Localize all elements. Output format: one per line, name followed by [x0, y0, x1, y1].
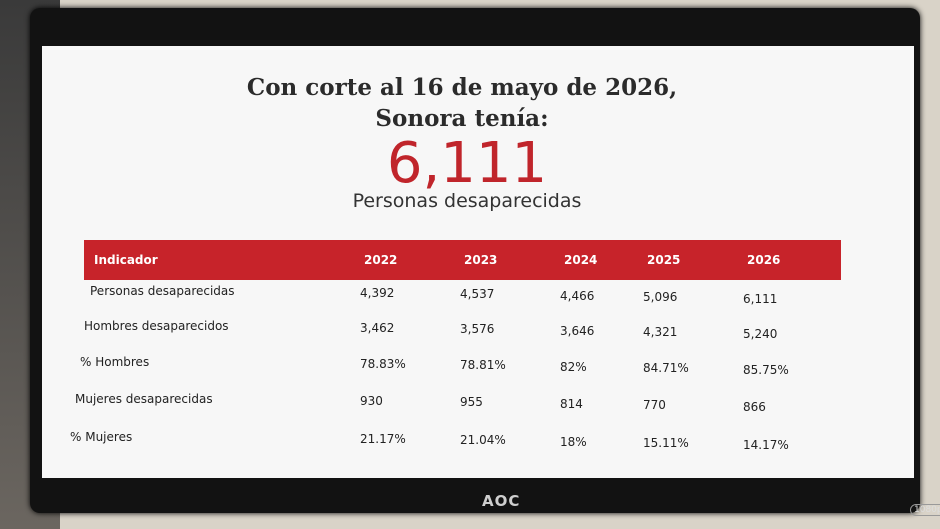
table-cell: 930 — [360, 393, 383, 408]
table-cell: 955 — [460, 395, 483, 409]
table-cell: 3,576 — [460, 322, 495, 336]
column-header: 2023 — [464, 253, 498, 267]
table-cell: 4,537 — [460, 287, 495, 301]
table-cell: 4,392 — [360, 285, 395, 300]
monitor-brand: AOC — [482, 492, 521, 510]
table-cell: 21.17% — [360, 431, 406, 446]
row-label: % Hombres — [80, 355, 150, 369]
slide: Con corte al 16 de mayo de 2026, Sonora … — [42, 46, 914, 478]
monitor-badge: 1080p — [910, 504, 940, 516]
table-cell: 814 — [560, 396, 583, 411]
row-label: Personas desaparecidas — [90, 284, 235, 298]
table-cell: 85.75% — [743, 362, 789, 377]
slide-subtitle: Personas desaparecidas — [352, 190, 582, 212]
table-cell: 15.11% — [643, 436, 689, 450]
row-label: Hombres desaparecidos — [84, 319, 229, 333]
column-header: 2022 — [364, 253, 398, 267]
table-cell: 5,096 — [643, 290, 678, 304]
row-label: Mujeres desaparecidas — [75, 392, 213, 406]
table-cell: 82% — [560, 359, 587, 374]
table-cell: 18% — [560, 434, 587, 449]
row-label: % Mujeres — [70, 430, 133, 444]
headline-figure: 6,111 — [386, 131, 548, 196]
column-header: 2024 — [564, 253, 598, 267]
column-header: Indicador — [94, 253, 158, 267]
table-cell: 4,466 — [560, 288, 595, 303]
table-cell: 770 — [643, 398, 666, 412]
table-cell: 78.83% — [360, 356, 406, 371]
table-cell: 3,462 — [360, 320, 395, 335]
table-cell: 21.04% — [460, 433, 506, 447]
column-header: 2026 — [747, 253, 781, 267]
table-cell: 5,240 — [743, 326, 778, 341]
table-cell: 866 — [743, 399, 766, 414]
table-cell: 6,111 — [743, 291, 778, 306]
table-cell: 78.81% — [460, 358, 506, 372]
table-cell: 84.71% — [643, 361, 689, 375]
table-cell: 3,646 — [560, 323, 595, 338]
table-cell: 14.17% — [743, 437, 789, 452]
table-header: Indicador 2022 2023 2024 2025 2026 — [84, 240, 841, 280]
table-cell: 4,321 — [643, 325, 678, 339]
column-header: 2025 — [647, 253, 681, 267]
slide-title: Con corte al 16 de mayo de 2026, Sonora … — [246, 74, 678, 132]
